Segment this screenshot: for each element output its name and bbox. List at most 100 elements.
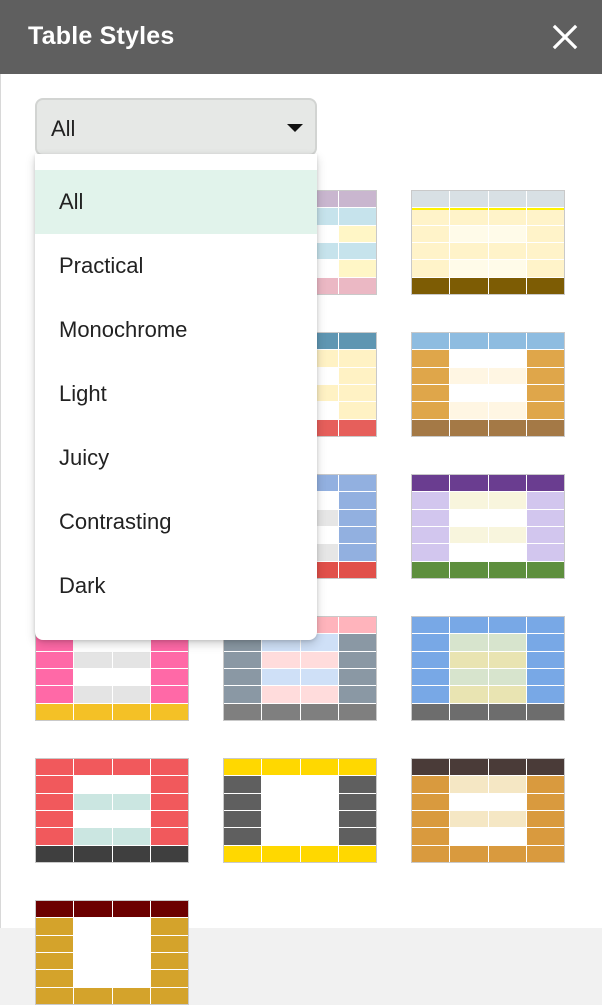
style-preview-cell — [338, 260, 376, 277]
style-preview-cell — [224, 776, 262, 793]
style-preview-cell — [150, 686, 188, 703]
style-preview-cell — [488, 333, 526, 350]
style-preview-cell — [338, 703, 376, 720]
style-preview-cell — [412, 527, 450, 544]
style-preview-cell — [526, 402, 564, 419]
style-preview-cell — [450, 402, 488, 419]
style-preview-cell — [150, 970, 188, 987]
filter-option-monochrome[interactable]: Monochrome — [59, 317, 188, 342]
style-preview-cell — [150, 828, 188, 845]
style-preview-cell — [526, 845, 564, 862]
style-preview-cell — [74, 935, 112, 952]
style-preview-cell — [112, 811, 150, 828]
style-preview-cell — [450, 634, 488, 651]
table-style-thumbnail[interactable] — [411, 616, 565, 721]
style-preview-cell — [526, 544, 564, 561]
table-style-thumbnail[interactable] — [411, 190, 565, 295]
style-preview-cell — [526, 367, 564, 384]
style-preview-cell — [36, 759, 74, 776]
style-preview-cell — [488, 277, 526, 294]
style-preview-cell — [450, 225, 488, 242]
close-icon[interactable] — [552, 24, 578, 50]
style-preview-cell — [112, 703, 150, 720]
style-preview-cell — [36, 703, 74, 720]
table-style-thumbnail[interactable] — [411, 758, 565, 863]
style-preview-cell — [412, 191, 450, 208]
style-preview-cell — [412, 651, 450, 668]
table-style-thumbnail[interactable] — [411, 474, 565, 579]
style-preview-cell — [526, 277, 564, 294]
style-preview-cell — [412, 277, 450, 294]
table-style-thumbnail[interactable] — [35, 900, 189, 1005]
style-preview-cell — [262, 776, 300, 793]
style-preview-cell — [488, 191, 526, 208]
style-preview-cell — [224, 703, 262, 720]
style-preview-cell — [300, 759, 338, 776]
style-preview-cell — [412, 243, 450, 260]
style-preview-cell — [262, 686, 300, 703]
style-preview-cell — [526, 225, 564, 242]
style-preview-cell — [150, 651, 188, 668]
style-preview-cell — [338, 419, 376, 436]
filter-option-contrasting[interactable]: Contrasting — [59, 509, 172, 534]
style-preview-cell — [300, 845, 338, 862]
style-preview-cell — [36, 776, 74, 793]
style-preview-cell — [150, 953, 188, 970]
style-preview-cell — [112, 845, 150, 862]
filter-option-light[interactable]: Light — [59, 381, 107, 406]
style-filter-select[interactable]: All — [35, 98, 317, 156]
style-preview-cell — [36, 953, 74, 970]
style-preview-cell — [526, 686, 564, 703]
style-preview-cell — [74, 759, 112, 776]
style-preview-cell — [488, 350, 526, 367]
style-preview-cell — [488, 225, 526, 242]
filter-option-dark[interactable]: Dark — [59, 573, 106, 598]
style-preview-cell — [526, 243, 564, 260]
style-preview-cell — [74, 651, 112, 668]
style-preview-cell — [450, 191, 488, 208]
style-preview-cell — [150, 845, 188, 862]
style-preview-cell — [488, 686, 526, 703]
filter-option-practical[interactable]: Practical — [59, 253, 144, 278]
style-preview-cell — [488, 669, 526, 686]
style-preview-cell — [526, 260, 564, 277]
style-preview-cell — [112, 918, 150, 935]
style-preview-cell — [338, 402, 376, 419]
style-preview-cell — [488, 634, 526, 651]
style-preview-cell — [488, 260, 526, 277]
style-preview-cell — [412, 544, 450, 561]
style-preview-cell — [338, 845, 376, 862]
style-preview-cell — [74, 970, 112, 987]
style-preview-cell — [112, 651, 150, 668]
style-preview-cell — [36, 987, 74, 1004]
style-preview-cell — [450, 669, 488, 686]
style-preview-cell — [36, 793, 74, 810]
table-style-thumbnail[interactable] — [223, 758, 377, 863]
style-preview-cell — [488, 385, 526, 402]
style-preview-cell — [300, 811, 338, 828]
style-preview-cell — [526, 191, 564, 208]
style-preview-cell — [338, 527, 376, 544]
style-preview-cell — [526, 776, 564, 793]
style-preview-cell — [412, 208, 450, 225]
style-preview-cell — [36, 651, 74, 668]
style-preview-cell — [412, 617, 450, 634]
table-style-thumbnail[interactable] — [35, 758, 189, 863]
style-preview-cell — [338, 385, 376, 402]
style-preview-cell — [150, 987, 188, 1004]
style-preview-cell — [450, 419, 488, 436]
style-preview-cell — [224, 845, 262, 862]
style-preview-cell — [450, 333, 488, 350]
style-preview-cell — [526, 759, 564, 776]
style-preview-cell — [488, 243, 526, 260]
style-preview-cell — [450, 492, 488, 509]
style-preview-cell — [412, 703, 450, 720]
table-style-thumbnail[interactable] — [411, 332, 565, 437]
style-preview-cell — [338, 561, 376, 578]
filter-option-juicy[interactable]: Juicy — [59, 445, 110, 470]
style-preview-cell — [412, 509, 450, 526]
style-preview-cell — [112, 686, 150, 703]
style-preview-cell — [150, 935, 188, 952]
style-preview-cell — [488, 617, 526, 634]
filter-option-all[interactable]: All — [35, 170, 317, 234]
